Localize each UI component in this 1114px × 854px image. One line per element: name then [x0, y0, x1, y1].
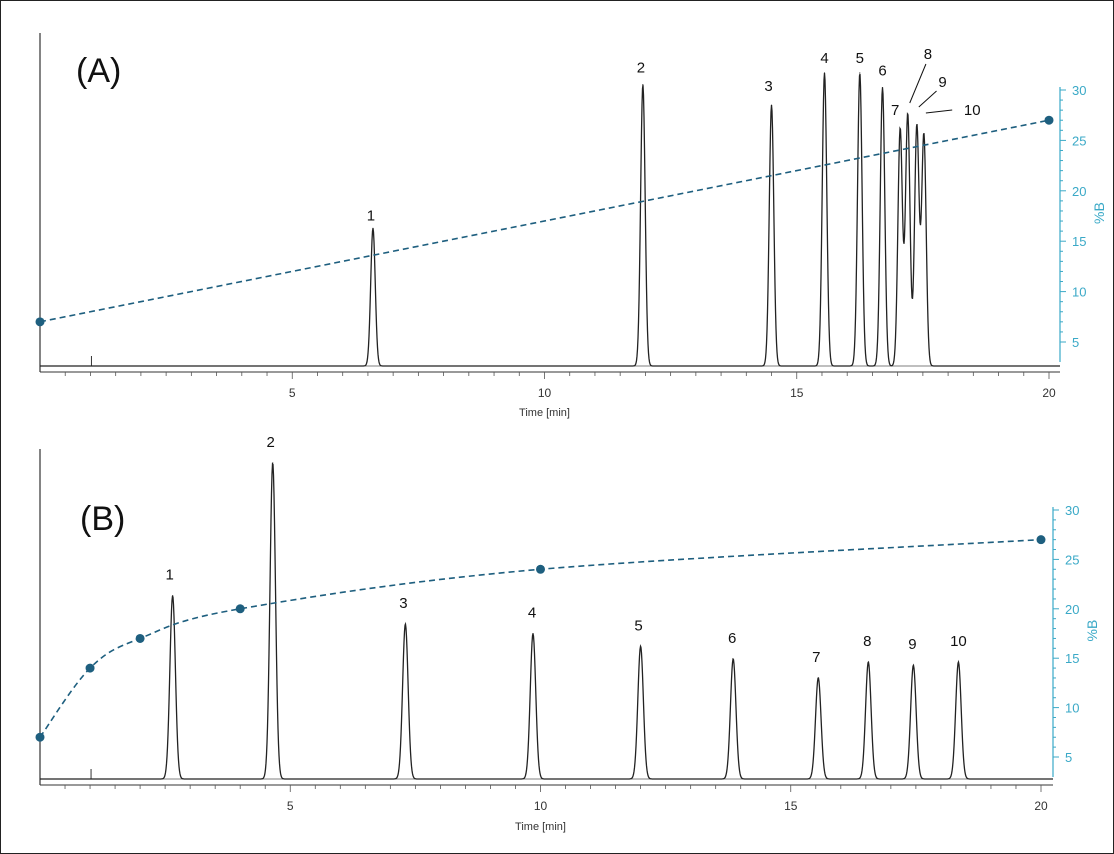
x-tick-label: 20 [1042, 386, 1056, 400]
peak-label-5: 5 [856, 50, 864, 67]
x-tick-label: 5 [287, 799, 294, 813]
peak-apex-7 [817, 677, 819, 679]
gradient-point [85, 663, 95, 673]
peak-apex-10 [923, 133, 925, 136]
peak-label-1: 1 [165, 567, 173, 584]
peak-apex-6 [881, 87, 884, 89]
y-right-tick-label: 15 [1072, 234, 1086, 249]
gradient-point [135, 633, 145, 643]
y-right-tick-label: 10 [1072, 285, 1086, 300]
peak-apex-3 [404, 623, 406, 625]
gradient-point [536, 564, 545, 574]
y-right-axis-title: %B [1091, 202, 1107, 224]
peak-label-5: 5 [634, 617, 642, 634]
panel-label: (B) [80, 500, 125, 538]
peak-label-8: 8 [863, 633, 871, 650]
leader-line [909, 63, 927, 104]
peak-apex-4 [532, 633, 534, 635]
gradient-point [35, 732, 45, 742]
peak-label-10: 10 [964, 102, 981, 119]
chart-panel-b: (B) 5 10 15 20 Time [min] 5 10 15 20 25 30 %B 1 2 3 4 5 6 7… [35, 434, 1100, 833]
y-right-axis-title: %B [1084, 620, 1100, 642]
gradient-line [39, 538, 1042, 738]
peak-label-6: 6 [878, 63, 886, 80]
peak-label-10: 10 [950, 633, 967, 650]
y-right-tick-label: 10 [1065, 701, 1079, 716]
peak-apex-8 [907, 113, 909, 115]
peak-label-1: 1 [367, 207, 375, 224]
peak-apex-6 [732, 658, 734, 660]
peak-label-9: 9 [938, 74, 946, 91]
x-tick-label: 20 [1034, 799, 1048, 813]
peak-label-3: 3 [399, 595, 407, 612]
y-right-tick-label: 30 [1065, 503, 1079, 518]
x-tick-label: 15 [790, 386, 804, 400]
x-tick-label: 15 [784, 799, 798, 813]
peak-label-4: 4 [820, 50, 828, 67]
peak-label-2: 2 [267, 434, 275, 451]
peak-apex-8 [867, 661, 869, 663]
peak-apex-1 [172, 595, 174, 597]
y-right-tick-label: 25 [1072, 133, 1086, 148]
peak-label-9: 9 [908, 636, 916, 653]
gradient-point [1044, 115, 1054, 125]
chromatogram-trace [40, 72, 1060, 367]
peak-label-7: 7 [812, 649, 820, 666]
gradient-point [35, 317, 45, 327]
peak-label-6: 6 [728, 630, 736, 647]
y-right-tick-label: 30 [1072, 83, 1086, 98]
y-right-tick-label: 5 [1072, 335, 1079, 350]
peak-apex-2 [642, 84, 644, 86]
x-tick-label: 5 [289, 386, 296, 400]
gradient-line [39, 119, 1050, 323]
x-tick-label: 10 [534, 799, 548, 813]
gradient-point [235, 604, 245, 614]
x-axis-title: Time [min] [519, 407, 570, 419]
y-right-tick-label: 15 [1065, 651, 1079, 666]
peak-label-2: 2 [637, 60, 645, 77]
peak-label-8: 8 [924, 46, 932, 63]
y-right-tick-label: 25 [1065, 552, 1079, 567]
peak-apex-10 [957, 661, 960, 663]
peak-apex-9 [912, 664, 914, 666]
peak-label-3: 3 [764, 78, 772, 95]
peak-apex-1 [372, 227, 374, 229]
peak-apex-9 [916, 125, 918, 127]
peak-apex-7 [899, 128, 901, 130]
panel-label: (A) [76, 52, 121, 90]
peak-apex-3 [770, 104, 773, 106]
y-right-tick-label: 20 [1065, 602, 1079, 617]
y-right-tick-label: 20 [1072, 184, 1086, 199]
y-right-tick-label: 5 [1065, 750, 1072, 765]
x-axis-title: Time [min] [515, 821, 566, 833]
peak-apex-2 [272, 462, 274, 464]
leader-line [918, 90, 937, 108]
x-tick-label: 10 [538, 386, 552, 400]
peak-apex-5 [640, 645, 642, 647]
gradient-point [1036, 535, 1046, 545]
peak-apex-5 [859, 72, 861, 74]
leader-line [925, 109, 953, 114]
chromatogram-trace [40, 462, 1053, 780]
peak-label-4: 4 [528, 605, 536, 622]
peak-apex-4 [823, 72, 826, 74]
peak-label-7: 7 [891, 102, 899, 119]
